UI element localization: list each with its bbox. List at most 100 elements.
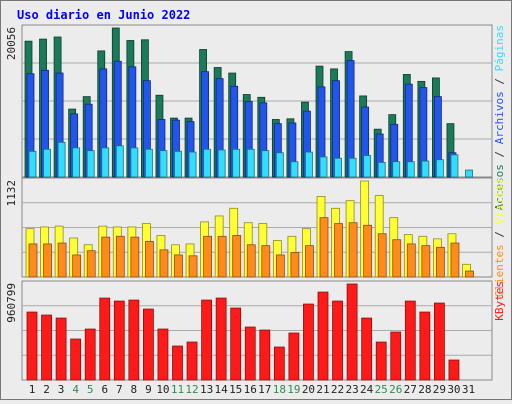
x-tick-label: 25	[375, 383, 388, 396]
x-tick-label: 22	[331, 383, 344, 396]
x-tick-label: 3	[58, 383, 65, 396]
bar-clientes	[72, 254, 82, 278]
bar-kbytes	[332, 300, 343, 381]
x-tick-label: 13	[200, 383, 213, 396]
bar-kbytes	[142, 308, 154, 381]
bar-paginas	[159, 150, 168, 178]
bar-kbytes	[390, 331, 402, 381]
bar-clientes	[450, 242, 460, 278]
x-tick-label: 1	[29, 383, 36, 396]
bar-clientes	[435, 246, 445, 278]
bar-kbytes	[201, 299, 213, 381]
x-tick-label: 11	[171, 383, 184, 396]
legend-middle: Clientes / Visitas	[493, 178, 506, 297]
x-tick-label: 31	[462, 383, 475, 396]
bar-paginas	[43, 148, 51, 178]
legend-entry: KBytes	[493, 281, 506, 321]
bar-clientes	[392, 239, 402, 278]
bar-clientes	[174, 254, 183, 278]
legend-entry: Archivos	[493, 91, 506, 151]
legend-entry: Accesos	[493, 164, 506, 210]
bar-kbytes	[404, 300, 416, 381]
bar-kbytes	[448, 359, 460, 381]
bar-clientes	[290, 252, 300, 278]
bar-paginas	[465, 169, 473, 178]
bar-clientes	[334, 223, 343, 278]
bar-clientes	[159, 249, 169, 278]
bar-paginas	[174, 150, 182, 178]
bar-clientes	[305, 245, 314, 278]
bar-clientes	[43, 243, 52, 278]
y-tick-label: 1132	[5, 180, 18, 207]
bar-clientes	[348, 222, 358, 278]
bar-clientes	[363, 224, 373, 278]
legend-top: Accesos / Archivos / Páginas	[493, 25, 506, 210]
x-tick-label: 27	[404, 383, 417, 396]
bar-paginas	[57, 141, 66, 178]
bar-clientes	[232, 235, 242, 278]
x-tick-label: 14	[215, 383, 229, 396]
bar-kbytes	[433, 302, 445, 381]
bar-kbytes	[215, 297, 227, 381]
x-tick-label: 2	[43, 383, 50, 396]
bar-clientes	[406, 243, 416, 278]
legend-bottom: KBytes	[493, 281, 506, 321]
bar-clientes	[261, 245, 271, 278]
bar-clientes	[319, 217, 329, 278]
x-tick-label: 8	[131, 383, 138, 396]
bar-clientes	[188, 255, 198, 278]
x-tick-label: 19	[287, 383, 300, 396]
bar-kbytes	[244, 326, 256, 381]
x-tick-label: 16	[244, 383, 257, 396]
bar-paginas	[392, 161, 401, 178]
x-tick-label: 21	[316, 383, 329, 396]
x-tick-label: 10	[156, 383, 169, 396]
bar-paginas	[101, 147, 110, 178]
bar-clientes	[130, 236, 140, 278]
bar-kbytes	[230, 307, 242, 381]
bar-clientes	[203, 235, 213, 278]
bar-clientes	[57, 242, 67, 278]
bar-paginas	[319, 156, 328, 178]
x-tick-label: 24	[360, 383, 374, 396]
chart-title: Uso diario en Junio 2022	[17, 8, 190, 22]
legend-entry: Visitas	[493, 178, 506, 231]
bar-paginas	[115, 145, 124, 178]
bar-paginas	[334, 157, 342, 178]
bar-clientes	[246, 244, 256, 278]
bar-kbytes	[128, 299, 140, 381]
bar-paginas	[421, 160, 430, 178]
bar-kbytes	[259, 329, 271, 381]
bar-kbytes	[84, 328, 96, 381]
bar-clientes	[101, 236, 111, 278]
legend-entry: Clientes	[493, 244, 506, 297]
x-tick-label: 6	[101, 383, 108, 396]
legend-entry: /	[493, 151, 506, 164]
x-tick-label: 4	[72, 383, 79, 396]
bar-clientes	[115, 235, 125, 278]
bar-paginas	[348, 157, 357, 178]
bar-kbytes	[113, 300, 125, 381]
bar-paginas	[406, 161, 415, 178]
x-tick-label: 23	[345, 383, 358, 396]
bar-kbytes	[70, 338, 82, 381]
bar-kbytes	[317, 291, 329, 381]
x-tick-label: 5	[87, 383, 94, 396]
x-tick-label: 18	[273, 383, 286, 396]
x-tick-label: 12	[185, 383, 198, 396]
bar-paginas	[363, 155, 372, 178]
bar-paginas	[261, 150, 270, 178]
bar-clientes	[28, 243, 38, 278]
bar-paginas	[450, 154, 459, 178]
bar-paginas	[203, 148, 212, 178]
bar-paginas	[290, 161, 299, 178]
bar-kbytes	[375, 341, 387, 381]
bar-paginas	[188, 151, 197, 178]
x-tick-label: 30	[447, 383, 460, 396]
bar-kbytes	[288, 332, 300, 381]
bar-clientes	[275, 254, 285, 278]
x-tick-label: 15	[229, 383, 242, 396]
y-tick-label: 960799	[5, 283, 18, 323]
legend-entry: Páginas	[493, 25, 506, 78]
